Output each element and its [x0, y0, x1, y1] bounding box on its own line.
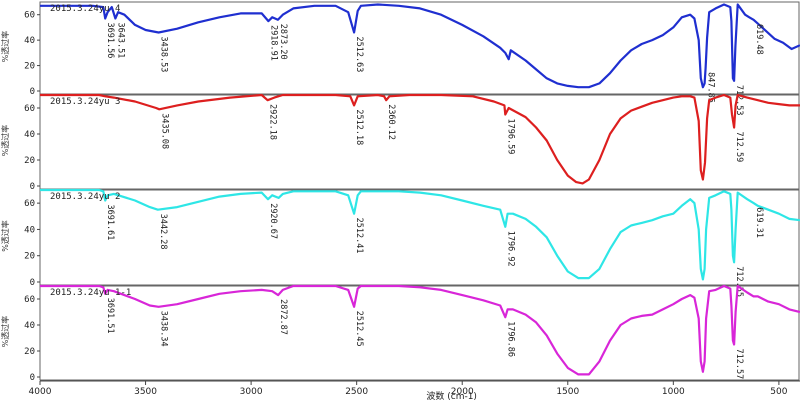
peak-label: 712.53 — [734, 85, 744, 116]
peak-label: 3691.61 — [105, 205, 115, 241]
y-tick-label: 60 — [24, 11, 35, 21]
peak-label: 619.48 — [754, 24, 764, 55]
y-tick-label: 40 — [24, 130, 35, 140]
spectrum-panel-2: 0 20 40 60 %透过率 2015.3.24yu 3 3435.08 2922.18 25… — [0, 93, 800, 192]
spectrum-line — [40, 284, 800, 376]
panel-frame — [39, 189, 800, 286]
y-tick-label: 0 — [30, 278, 35, 288]
peak-label: 2920.67 — [268, 203, 278, 239]
spectrum-line — [40, 93, 800, 185]
y-tick-label: 0 — [30, 87, 35, 97]
x-tick-label: 3500 — [134, 387, 157, 397]
x-tick-label: 1000 — [662, 387, 685, 397]
peak-label: 2360.12 — [386, 104, 396, 140]
peak-label: 1796.86 — [505, 321, 515, 357]
x-axis-label: 波数 (cm-1) — [426, 390, 477, 401]
y-tick-label: 20 — [24, 156, 35, 166]
y-axis-label: %透过率 — [0, 31, 10, 63]
x-tick-label: 1500 — [556, 387, 579, 397]
y-tick-label: 60 — [24, 104, 35, 114]
spectrum-line — [40, 188, 800, 281]
peak-label: 619.31 — [754, 207, 764, 238]
x-tick-label: 2500 — [345, 387, 368, 397]
peak-label: 712.59 — [734, 132, 744, 163]
spectrum-title: 2015.3.24yu 1-1 — [50, 288, 131, 298]
spectrum-title: 2015.3.24yu 4 — [50, 4, 120, 14]
peak-label: 3438.53 — [159, 37, 169, 73]
peak-label: 1796.59 — [505, 119, 515, 155]
y-tick-label: 40 — [24, 321, 35, 331]
y-tick-label: 20 — [24, 347, 35, 357]
y-axis-label: %透过率 — [0, 125, 10, 157]
spectrum-title: 2015.3.24yu 3 — [50, 97, 120, 107]
spectrum-title: 2015.3.24yu 2 — [50, 192, 120, 202]
peak-label: 712.57 — [734, 349, 744, 380]
x-tick-label: 4000 — [29, 387, 52, 397]
peak-label: 3691.56 — [105, 23, 115, 59]
peak-label: 847.85 — [706, 72, 716, 103]
x-tick-label: 3000 — [240, 387, 263, 397]
peak-label: 3643.51 — [115, 23, 125, 59]
peak-label: 712.55 — [734, 266, 744, 297]
y-tick-label: 40 — [24, 36, 35, 46]
spectrum-line — [40, 3, 800, 89]
peak-label: 3435.08 — [159, 113, 169, 149]
peak-label: 1796.92 — [505, 231, 515, 267]
peak-label: 3442.28 — [158, 214, 168, 250]
y-tick-label: 20 — [24, 252, 35, 262]
x-tick-label: 2000 — [451, 387, 474, 397]
panel-frame — [39, 285, 800, 381]
x-axis: 4000 3500 3000 2500 2000 1500 1000 500 波数 (cm-1) — [29, 380, 800, 401]
peak-label: 3691.51 — [105, 298, 115, 334]
peak-label: 2873.20 — [278, 24, 288, 60]
peak-label: 3438.34 — [159, 311, 169, 347]
peak-label: 2872.87 — [278, 299, 288, 335]
y-tick-label: 0 — [30, 182, 35, 192]
y-tick-label: 0 — [30, 373, 35, 383]
peak-label: 2512.41 — [354, 218, 364, 254]
y-tick-label: 40 — [24, 225, 35, 235]
y-tick-label: 20 — [24, 62, 35, 72]
peak-label: 2512.18 — [354, 109, 364, 145]
peak-label: 2918.91 — [268, 25, 278, 61]
y-axis-label: %透过率 — [0, 316, 10, 348]
spectrum-panel-3: 0 20 40 60 %透过率 2015.3.24yu 2 3691.61 3442.28 29… — [0, 188, 800, 297]
y-axis-label: %透过率 — [0, 220, 10, 252]
peak-label: 2922.18 — [268, 104, 278, 140]
y-tick-label: 60 — [24, 295, 35, 305]
x-tick-label: 500 — [770, 387, 787, 397]
y-tick-label: 60 — [24, 199, 35, 209]
peak-label: 2512.45 — [354, 311, 364, 347]
panel-frame — [39, 94, 800, 190]
peak-label: 2512.63 — [354, 37, 364, 73]
